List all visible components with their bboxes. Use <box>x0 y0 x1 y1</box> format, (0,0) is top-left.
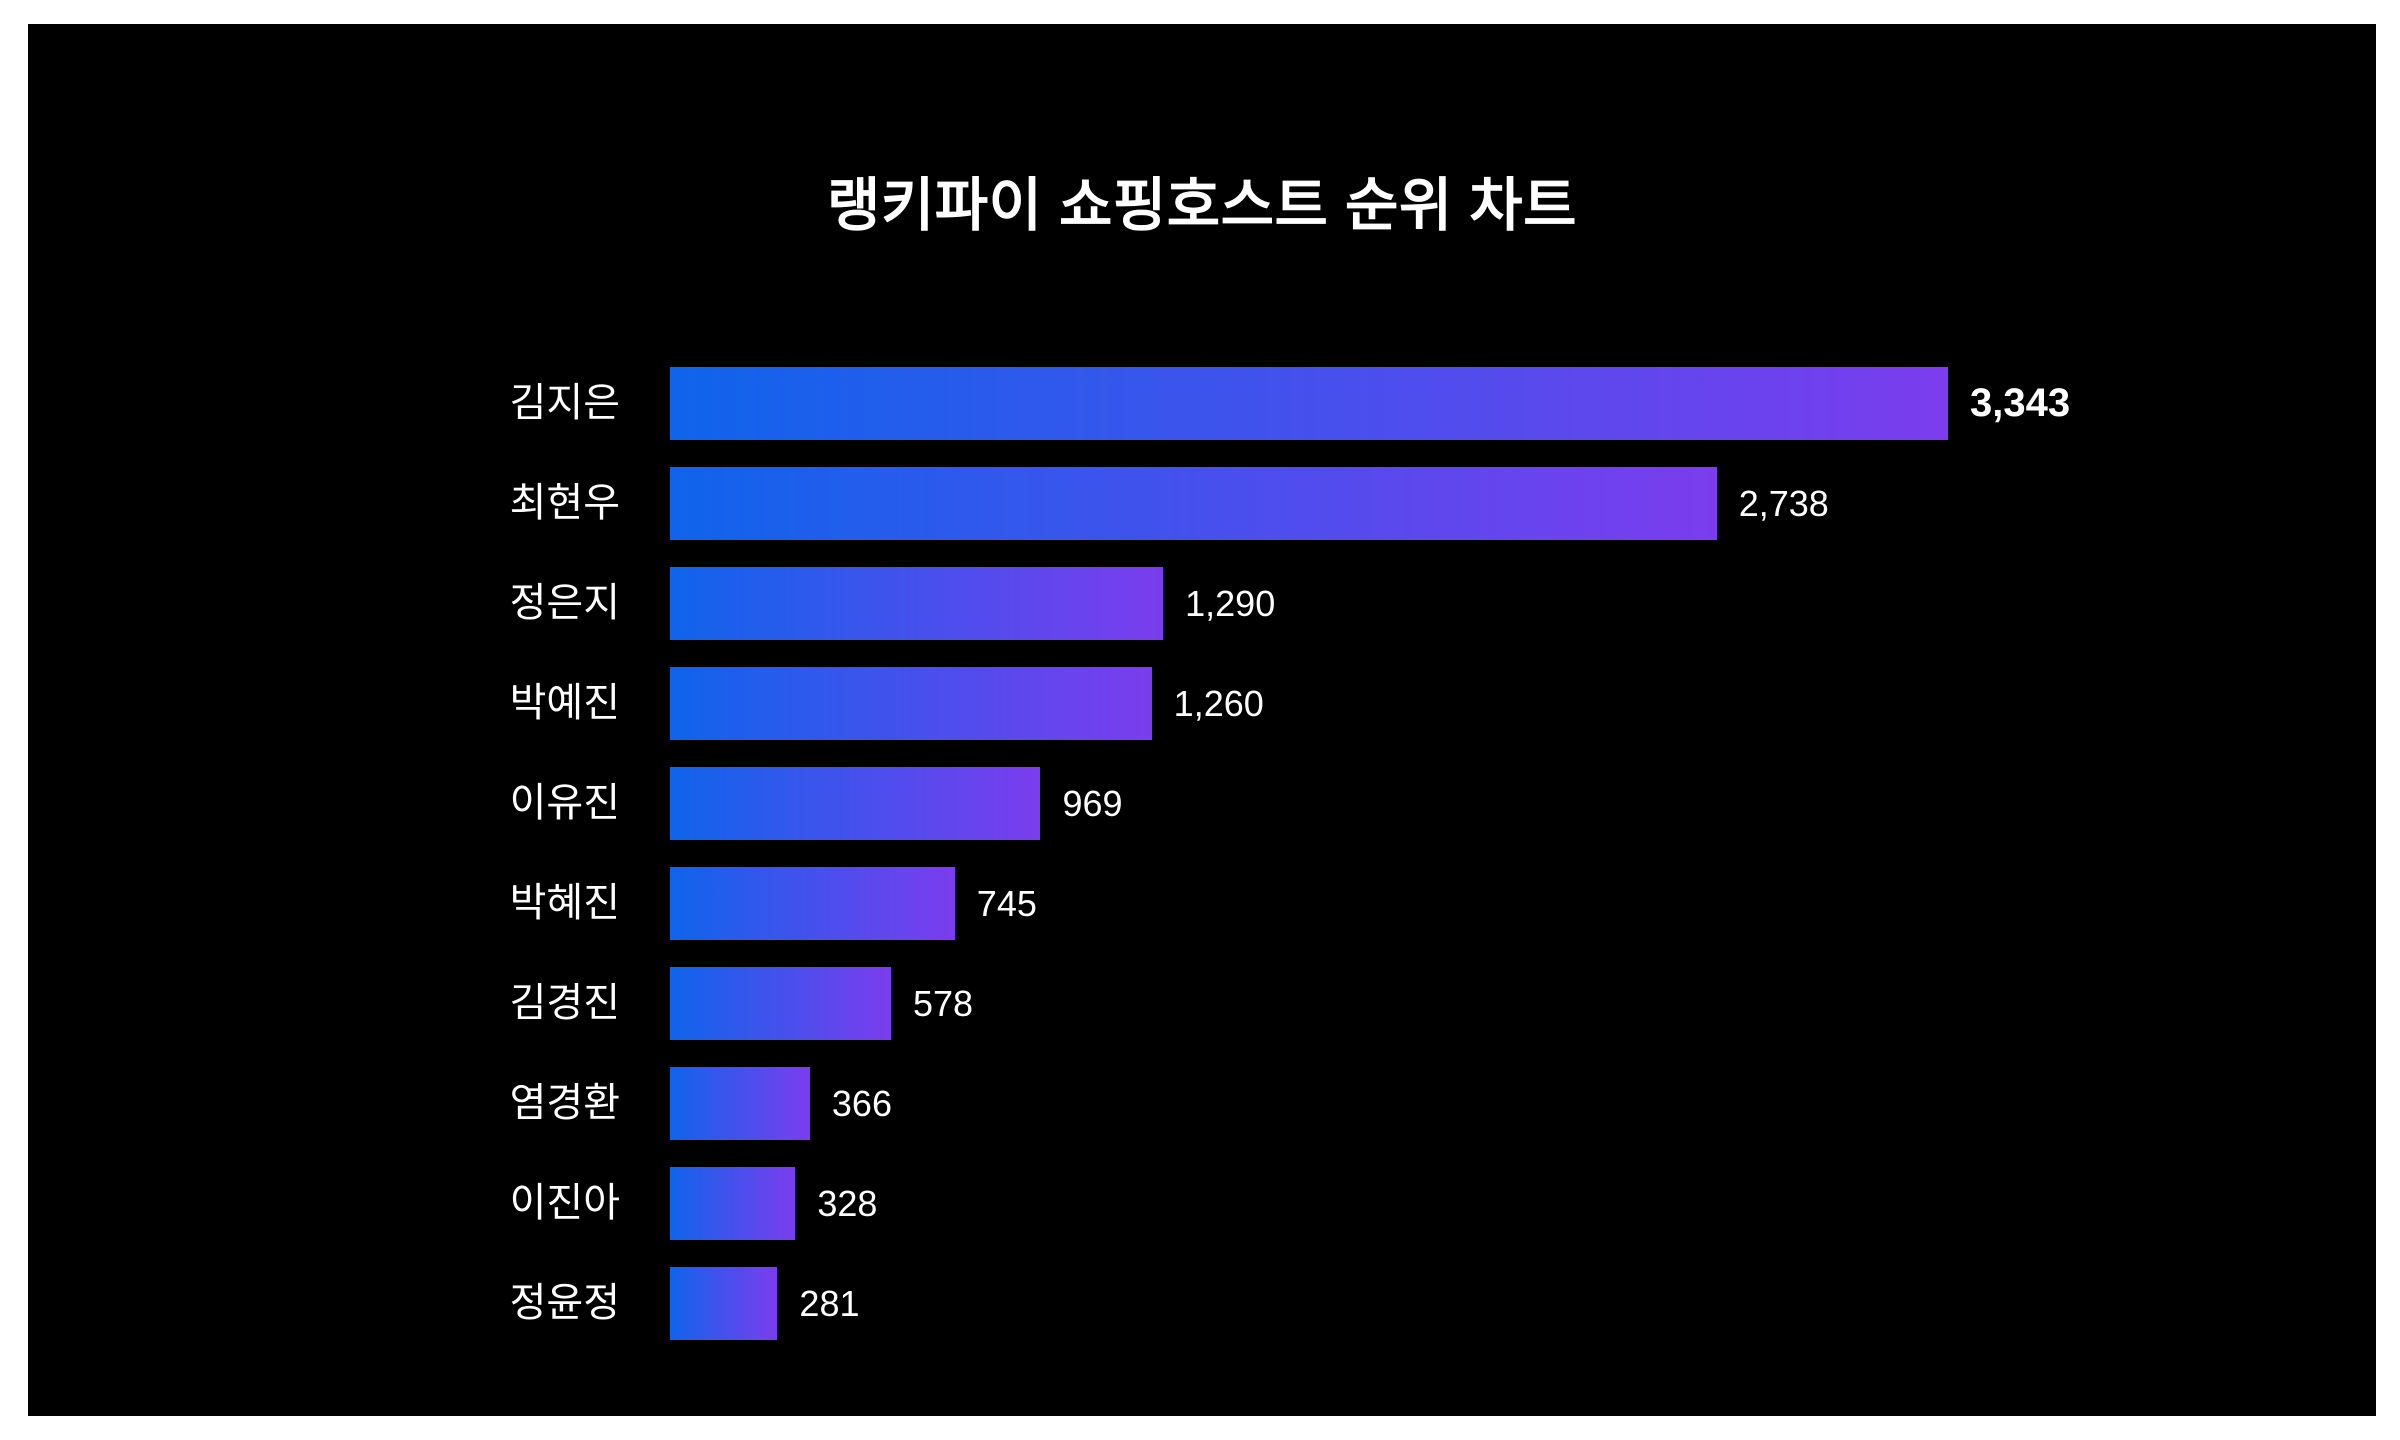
bar-value-label: 1,260 <box>1173 683 1264 724</box>
bar-track: 578 <box>670 967 2376 1040</box>
bar-fill[interactable] <box>670 467 1717 540</box>
chart-panel: 랭키파이 쇼핑호스트 순위 차트 김지은 3,343 최현우 2,738 정은지 1,29… <box>28 24 2376 1416</box>
bar-fill[interactable] <box>670 367 1948 440</box>
bar-track: 969 <box>670 767 2376 840</box>
bar-fill[interactable] <box>670 1167 796 1240</box>
bar-fill[interactable] <box>670 1067 810 1140</box>
bar-category-label: 정윤정 <box>509 1281 620 1325</box>
bar-value-label: 281 <box>799 1283 860 1324</box>
page-title: 랭키파이 쇼핑호스트 순위 차트 <box>826 173 1578 238</box>
bar-track: 745 <box>670 867 2376 940</box>
bar-track: 281 <box>670 1267 2376 1340</box>
bar-fill[interactable] <box>670 667 1152 740</box>
bar-row[interactable]: 이유진 969 <box>28 767 2376 840</box>
bar-track: 3,343 <box>670 367 2376 440</box>
bar-chart-plot: 김지은 3,343 최현우 2,738 정은지 1,290 박예진 1,260 이유진 969 박혜… <box>28 367 2376 1367</box>
bar-track: 2,738 <box>670 467 2376 540</box>
bar-track: 1,290 <box>670 567 2376 640</box>
bar-category-label: 김경진 <box>509 981 620 1025</box>
bar-row[interactable]: 정윤정 281 <box>28 1267 2376 1340</box>
bar-row[interactable]: 최현우 2,738 <box>28 467 2376 540</box>
bar-category-label: 김지은 <box>509 381 620 425</box>
bar-value-label: 3,343 <box>1970 381 2071 425</box>
bar-row[interactable]: 이진아 328 <box>28 1167 2376 1240</box>
bar-value-label: 578 <box>912 983 974 1024</box>
bar-value-label: 745 <box>976 883 1037 924</box>
bar-row[interactable]: 정은지 1,290 <box>28 567 2376 640</box>
bar-category-label: 염경환 <box>509 1081 620 1125</box>
bar-fill[interactable] <box>670 967 891 1040</box>
bar-row[interactable]: 박혜진 745 <box>28 867 2376 940</box>
bar-track: 1,260 <box>670 667 2376 740</box>
bar-track: 366 <box>670 1067 2376 1140</box>
bar-category-label: 최현우 <box>509 481 620 525</box>
bar-fill[interactable] <box>670 567 1164 640</box>
bar-category-label: 이유진 <box>509 781 620 825</box>
bar-value-label: 366 <box>831 1083 892 1124</box>
bar-category-label: 박예진 <box>509 681 620 725</box>
bar-value-label: 2,738 <box>1738 483 1829 524</box>
bar-category-label: 정은지 <box>509 581 620 625</box>
bar-track: 328 <box>670 1167 2376 1240</box>
bar-row[interactable]: 염경환 366 <box>28 1067 2376 1140</box>
bar-row[interactable]: 박예진 1,260 <box>28 667 2376 740</box>
bar-row[interactable]: 김경진 578 <box>28 967 2376 1040</box>
bar-category-label: 박혜진 <box>509 881 620 925</box>
bar-value-label: 1,290 <box>1185 583 1276 624</box>
bar-fill[interactable] <box>670 767 1041 840</box>
bar-row[interactable]: 김지은 3,343 <box>28 367 2376 440</box>
bar-fill[interactable] <box>670 867 955 940</box>
bar-fill[interactable] <box>670 1267 778 1340</box>
bar-value-label: 969 <box>1062 783 1123 824</box>
bar-value-label: 328 <box>817 1183 878 1224</box>
bar-category-label: 이진아 <box>509 1181 620 1225</box>
